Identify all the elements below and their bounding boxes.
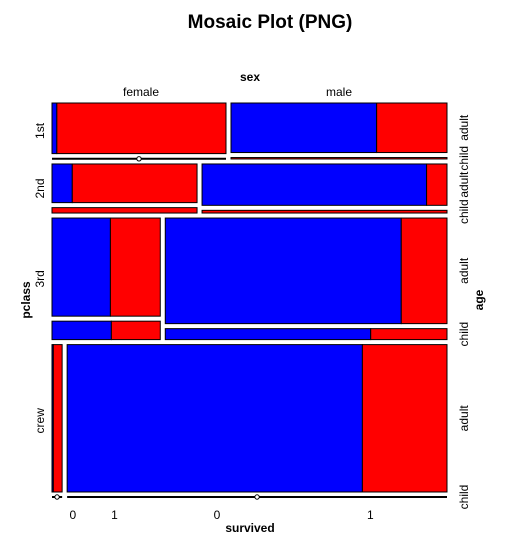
tile-3rd-female-adult-survived-0 bbox=[51, 217, 111, 317]
empty-cell-marker-crew-female-child bbox=[54, 494, 60, 500]
right-label-1st-adult: adult bbox=[457, 114, 471, 141]
right-label-3rd-adult: adult bbox=[457, 257, 471, 284]
tile-crew-male-adult-survived-0 bbox=[66, 344, 363, 493]
bottom-axis-title: survived bbox=[225, 521, 274, 535]
tile-3rd-female-adult-survived-1 bbox=[109, 217, 161, 317]
tile-2nd-male-adult-survived-0 bbox=[201, 163, 428, 206]
top-tick-male: male bbox=[326, 85, 352, 99]
tile-1st-female-adult-survived-1 bbox=[56, 102, 227, 155]
right-label-2nd-adult: adult bbox=[457, 171, 471, 198]
tile-3rd-male-adult-survived-0 bbox=[164, 217, 402, 325]
row-label-1st: 1st bbox=[33, 122, 47, 139]
tile-crew-male-adult-survived-1 bbox=[361, 344, 448, 493]
tile-2nd-female-adult-survived-0 bbox=[51, 163, 73, 204]
tile-2nd-female-adult-survived-1 bbox=[71, 163, 198, 204]
right-label-3rd-child: child bbox=[457, 322, 471, 347]
row-label-2nd: 2nd bbox=[33, 178, 47, 198]
tile-2nd-male-adult-survived-1 bbox=[426, 163, 448, 206]
right-label-1st-child: child bbox=[457, 146, 471, 171]
top-axis-title: sex bbox=[240, 70, 260, 84]
bottom-tick-female-1: 1 bbox=[111, 508, 118, 522]
tile-2nd-male-child-survived-1 bbox=[201, 209, 448, 214]
left-axis-title: pclass bbox=[19, 281, 33, 319]
right-label-2nd-child: child bbox=[457, 199, 471, 224]
bottom-tick-female-0: 0 bbox=[69, 508, 76, 522]
tile-3rd-male-child-survived-1 bbox=[370, 328, 448, 341]
chart-title: Mosaic Plot (PNG) bbox=[188, 12, 353, 33]
tile-1st-male-child-survived-1 bbox=[230, 157, 448, 160]
row-label-crew: crew bbox=[33, 408, 47, 434]
tile-1st-male-adult-survived-1 bbox=[376, 102, 448, 154]
tile-2nd-female-child-survived-1 bbox=[51, 207, 198, 214]
tile-3rd-male-adult-survived-1 bbox=[400, 217, 448, 325]
tile-1st-male-adult-survived-0 bbox=[230, 102, 378, 154]
right-label-crew-child: child bbox=[457, 485, 471, 510]
tile-3rd-male-child-survived-0 bbox=[164, 328, 372, 341]
tile-3rd-female-child-survived-1 bbox=[110, 320, 161, 341]
row-label-3rd: 3rd bbox=[33, 270, 47, 287]
bottom-tick-male-1: 1 bbox=[367, 508, 374, 522]
right-axis-title: age bbox=[472, 289, 486, 310]
tile-1st-female-adult-survived-0 bbox=[51, 102, 58, 155]
tile-crew-female-adult-survived-1 bbox=[52, 344, 63, 493]
empty-cell-marker-1st-female-child bbox=[136, 156, 142, 162]
empty-cell-marker-crew-male-child bbox=[254, 494, 260, 500]
bottom-tick-male-0: 0 bbox=[214, 508, 221, 522]
top-tick-female: female bbox=[123, 85, 159, 99]
right-label-crew-adult: adult bbox=[457, 405, 471, 432]
tile-3rd-female-child-survived-0 bbox=[51, 320, 112, 341]
